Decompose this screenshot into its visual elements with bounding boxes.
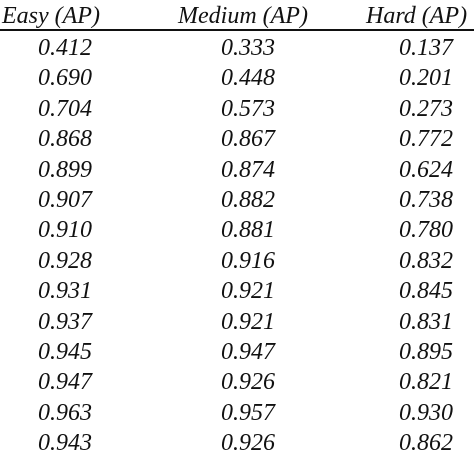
table-header-row: Easy (AP) Medium (AP) Hard (AP)	[0, 0, 474, 30]
cell-hard: 0.738	[399, 186, 453, 213]
cell-medium: 0.881	[221, 217, 275, 244]
cell-easy: 0.412	[38, 35, 92, 61]
cell-easy: 0.868	[38, 126, 92, 153]
table-row: 0.907 0.882 0.738	[0, 186, 474, 216]
header-medium-ap: Medium (AP)	[178, 3, 308, 29]
cell-hard: 0.780	[399, 217, 453, 244]
header-easy-ap: Easy (AP)	[2, 3, 100, 29]
cell-easy: 0.945	[38, 338, 92, 365]
cell-hard: 0.831	[399, 308, 453, 335]
table-body: 0.412 0.333 0.137 0.690 0.448 0.201 0.70…	[0, 34, 474, 459]
cell-hard: 0.201	[399, 65, 453, 92]
cell-medium: 0.921	[221, 308, 275, 335]
cell-medium: 0.921	[221, 278, 275, 305]
cell-medium: 0.448	[221, 65, 275, 92]
cell-hard: 0.772	[399, 126, 453, 153]
table-row: 0.931 0.921 0.845	[0, 277, 474, 307]
cell-medium: 0.882	[221, 186, 275, 213]
cell-hard: 0.845	[399, 278, 453, 305]
cell-easy: 0.910	[38, 217, 92, 244]
table-row: 0.963 0.957 0.930	[0, 399, 474, 429]
cell-easy: 0.931	[38, 278, 92, 305]
header-hard-ap: Hard (AP)	[366, 3, 468, 29]
table-row: 0.690 0.448 0.201	[0, 64, 474, 94]
cell-hard: 0.832	[399, 247, 453, 274]
table-row: 0.928 0.916 0.832	[0, 247, 474, 277]
table-row: 0.947 0.926 0.821	[0, 368, 474, 398]
cell-hard: 0.930	[399, 399, 453, 426]
cell-medium: 0.333	[221, 35, 275, 61]
table-row: 0.937 0.921 0.831	[0, 308, 474, 338]
table-row: 0.704 0.573 0.273	[0, 95, 474, 125]
cell-easy: 0.963	[38, 399, 92, 426]
cell-easy: 0.937	[38, 308, 92, 335]
cell-medium: 0.874	[221, 156, 275, 183]
header-rule	[0, 29, 474, 31]
cell-hard: 0.862	[399, 430, 453, 457]
cell-easy: 0.704	[38, 95, 92, 122]
cell-hard: 0.624	[399, 156, 453, 183]
cell-medium: 0.916	[221, 247, 275, 274]
cell-hard: 0.821	[399, 369, 453, 396]
table-row: 0.943 0.926 0.862	[0, 429, 474, 459]
table-row: 0.945 0.947 0.895	[0, 338, 474, 368]
cell-easy: 0.690	[38, 65, 92, 92]
cell-easy: 0.899	[38, 156, 92, 183]
cell-hard: 0.895	[399, 338, 453, 365]
table-row: 0.868 0.867 0.772	[0, 125, 474, 155]
cell-easy: 0.907	[38, 186, 92, 213]
cell-easy: 0.928	[38, 247, 92, 274]
cell-medium: 0.947	[221, 338, 275, 365]
cell-medium: 0.926	[221, 430, 275, 457]
cell-hard: 0.137	[399, 35, 453, 61]
cell-easy: 0.947	[38, 369, 92, 396]
cell-easy: 0.943	[38, 430, 92, 457]
cell-medium: 0.957	[221, 399, 275, 426]
table-row: 0.910 0.881 0.780	[0, 216, 474, 246]
cell-medium: 0.867	[221, 126, 275, 153]
cell-medium: 0.573	[221, 95, 275, 122]
cell-hard: 0.273	[399, 95, 453, 122]
cell-medium: 0.926	[221, 369, 275, 396]
table-row: 0.412 0.333 0.137	[0, 34, 474, 64]
table-row: 0.899 0.874 0.624	[0, 156, 474, 186]
